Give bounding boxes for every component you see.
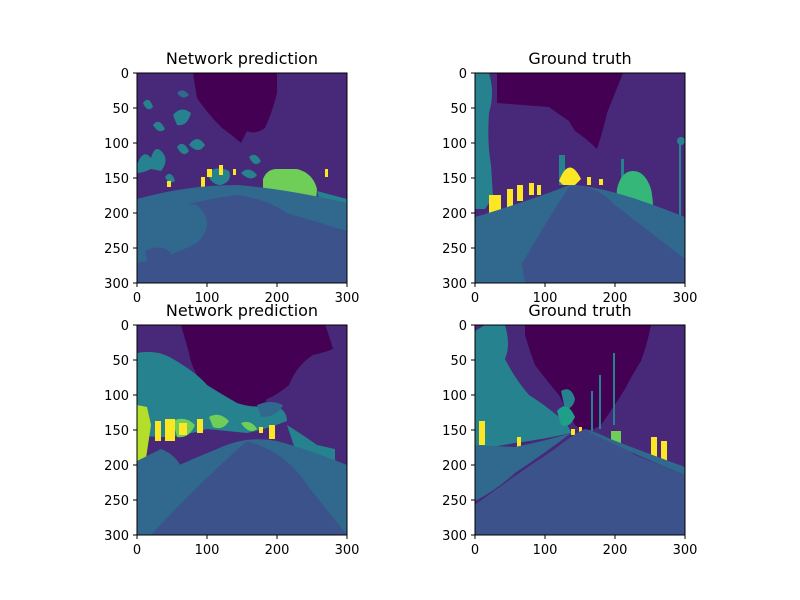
x-ticks-4: 0 100 200 300 (471, 535, 698, 558)
x-tick-label: 300 (335, 543, 360, 558)
x-ticks-2: 0 100 200 300 (471, 283, 698, 306)
panel-title: Network prediction (166, 301, 318, 320)
y-tick-label: 50 (112, 102, 129, 117)
x-tick-label: 200 (603, 291, 628, 306)
segmentation-image-4 (475, 325, 685, 535)
y-tick-label: 300 (442, 277, 467, 292)
y-tick-label: 0 (459, 67, 467, 82)
y-tick-label: 250 (442, 242, 467, 257)
panel-1: 0 100 200 300 0 50 100 150 200 250 300 N… (104, 49, 359, 306)
y-tick-label: 0 (459, 319, 467, 334)
y-tick-label: 50 (112, 354, 129, 369)
x-tick-label: 200 (265, 543, 290, 558)
x-tick-label: 100 (533, 291, 558, 306)
y-ticks-3: 0 50 100 150 200 250 300 (104, 319, 137, 544)
panel-title: Ground truth (528, 49, 631, 68)
y-ticks-2: 0 50 100 150 200 250 300 (442, 67, 475, 292)
x-tick-label: 300 (673, 543, 698, 558)
x-tick-label: 0 (471, 543, 479, 558)
x-tick-label: 200 (265, 291, 290, 306)
panel-2: 0 100 200 300 0 50 100 150 200 250 300 G… (442, 49, 697, 306)
y-tick-label: 200 (104, 459, 129, 474)
x-tick-label: 200 (603, 543, 628, 558)
y-tick-label: 100 (104, 389, 129, 404)
y-ticks-1: 0 50 100 150 200 250 300 (104, 67, 137, 292)
y-tick-label: 300 (104, 277, 129, 292)
y-tick-label: 150 (442, 424, 467, 439)
y-tick-label: 150 (104, 424, 129, 439)
segmentation-image-3 (137, 325, 347, 535)
y-tick-label: 150 (442, 172, 467, 187)
x-tick-label: 100 (195, 543, 220, 558)
y-tick-label: 200 (442, 459, 467, 474)
panel-4: 0 100 200 300 0 50 100 150 200 250 300 G… (442, 301, 697, 558)
panel-3: 0 100 200 300 0 50 100 150 200 250 300 N… (104, 301, 359, 558)
y-tick-label: 250 (104, 242, 129, 257)
x-tick-label: 0 (471, 291, 479, 306)
y-tick-label: 200 (442, 207, 467, 222)
y-tick-label: 100 (442, 389, 467, 404)
y-tick-label: 250 (104, 494, 129, 509)
y-tick-label: 150 (104, 172, 129, 187)
y-tick-label: 50 (450, 354, 467, 369)
y-tick-label: 250 (442, 494, 467, 509)
panel-title: Ground truth (528, 301, 631, 320)
y-tick-label: 0 (121, 319, 129, 334)
panel-title: Network prediction (166, 49, 318, 68)
x-tick-label: 0 (133, 291, 141, 306)
x-tick-label: 300 (335, 291, 360, 306)
segmentation-image-1 (137, 73, 347, 283)
x-tick-label: 100 (533, 543, 558, 558)
segmentation-image-2 (475, 73, 685, 283)
y-tick-label: 200 (104, 207, 129, 222)
x-tick-label: 300 (673, 291, 698, 306)
y-tick-label: 50 (450, 102, 467, 117)
y-tick-label: 100 (104, 137, 129, 152)
y-ticks-4: 0 50 100 150 200 250 300 (442, 319, 475, 544)
y-tick-label: 300 (442, 529, 467, 544)
x-tick-label: 0 (133, 543, 141, 558)
y-tick-label: 100 (442, 137, 467, 152)
x-ticks-1: 0 100 200 300 (133, 283, 360, 306)
y-tick-label: 0 (121, 67, 129, 82)
y-tick-label: 300 (104, 529, 129, 544)
x-ticks-3: 0 100 200 300 (133, 535, 360, 558)
x-tick-label: 100 (195, 291, 220, 306)
